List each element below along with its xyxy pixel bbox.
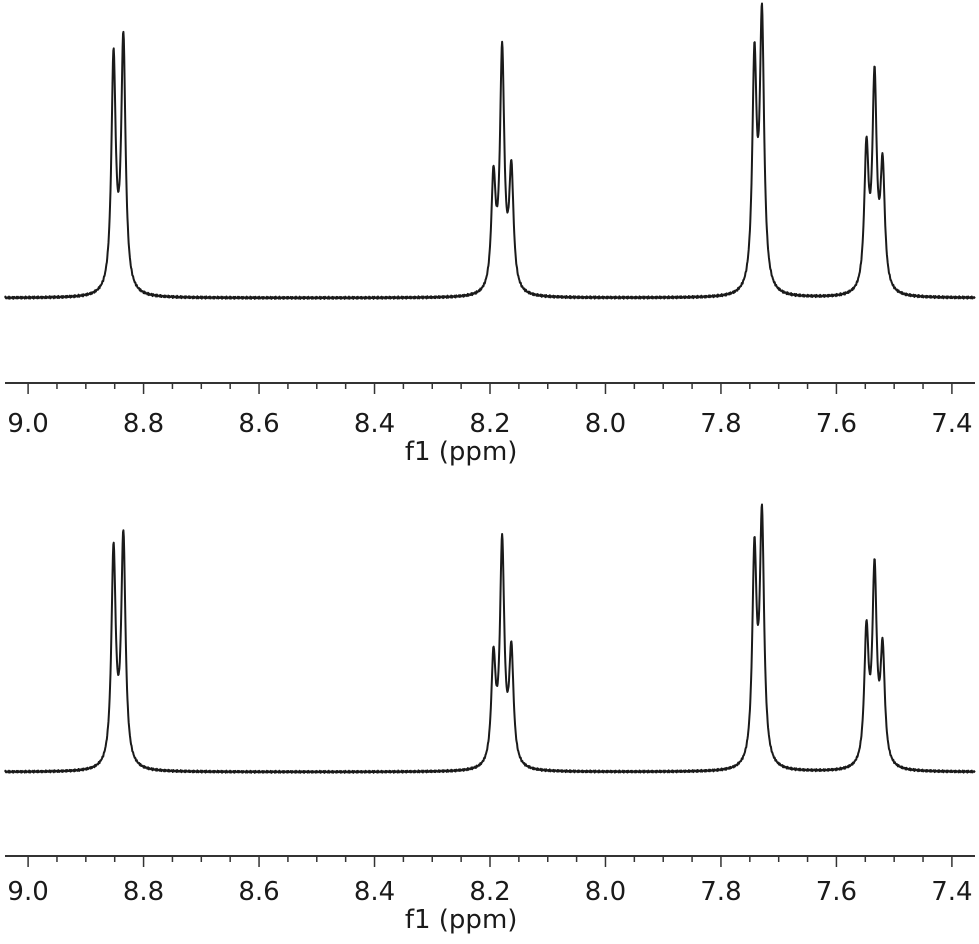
x-tick-label: 7.8 <box>700 877 741 907</box>
x-tick-label: 7.4 <box>931 877 972 907</box>
x-tick-label: 7.4 <box>931 409 972 439</box>
spectrum-trace-2 <box>4 503 976 774</box>
x-tick-label: 8.2 <box>469 877 510 907</box>
x-tick-label: 9.0 <box>7 409 48 439</box>
x-tick-label: 8.2 <box>469 409 510 439</box>
x-tick-label: 9.0 <box>7 877 48 907</box>
spectrum-trace-1 <box>4 2 976 300</box>
x-tick-label: 8.0 <box>585 877 626 907</box>
x-axis-label-1: f1 (ppm) <box>405 437 518 467</box>
x-tick-label: 8.4 <box>354 877 395 907</box>
x-tick-label: 8.0 <box>585 409 626 439</box>
x-tick-label: 8.4 <box>354 409 395 439</box>
x-tick-label: 8.8 <box>123 877 164 907</box>
x-tick-label: 8.8 <box>123 409 164 439</box>
x-tick-label: 8.6 <box>238 409 279 439</box>
x-tick-label: 8.6 <box>238 877 279 907</box>
x-tick-label: 7.6 <box>816 409 857 439</box>
x-tick-label: 7.8 <box>700 409 741 439</box>
x-tick-label: 7.6 <box>816 877 857 907</box>
x-axis-label-2: f1 (ppm) <box>405 905 518 935</box>
